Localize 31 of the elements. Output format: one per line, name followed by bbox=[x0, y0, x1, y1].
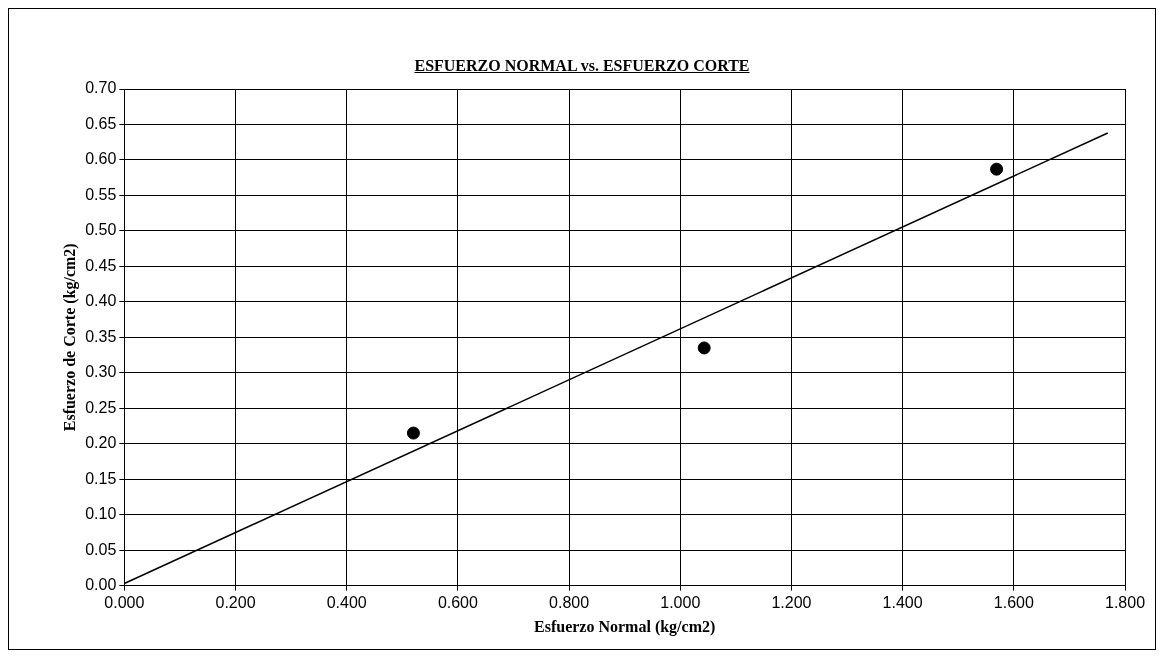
point bbox=[406, 426, 420, 440]
x-tick-label: 1.200 bbox=[771, 593, 812, 611]
y-tick-label: 0.45 bbox=[85, 256, 117, 274]
y-tick-label: 0.40 bbox=[85, 292, 117, 310]
x-tick-label: 1.400 bbox=[882, 593, 923, 611]
x-tick-label: 0.000 bbox=[104, 593, 145, 611]
x-tick-label: 0.200 bbox=[215, 593, 256, 611]
point bbox=[697, 341, 711, 355]
x-tick-label: 0.400 bbox=[326, 593, 367, 611]
x-tick-label: 1.800 bbox=[1104, 593, 1146, 611]
y-tick-label: 0.50 bbox=[85, 221, 117, 239]
x-tick-label: 1.000 bbox=[660, 593, 701, 611]
y-tick-label: 0.00 bbox=[85, 576, 117, 594]
x-tick-label: 0.600 bbox=[437, 593, 479, 611]
y-tick-label: 0.05 bbox=[85, 540, 117, 558]
point bbox=[990, 162, 1004, 176]
y-tick-label: 0.55 bbox=[85, 185, 117, 203]
y-tick-label: 0.10 bbox=[85, 505, 117, 523]
y-tick-label: 0.30 bbox=[85, 363, 117, 381]
y-axis-title: Esfuerzo de Corte (kg/cm2) bbox=[60, 243, 79, 432]
chart-title: ESFUERZO NORMAL vs. ESFUERZO CORTE bbox=[413, 57, 751, 75]
y-tick-label: 0.20 bbox=[85, 434, 117, 452]
x-axis-title: Esfuerzo Normal (kg/cm2) bbox=[534, 617, 716, 636]
y-tick-label: 0.70 bbox=[85, 79, 117, 97]
y-tick-label: 0.35 bbox=[85, 327, 117, 345]
y-tick-label: 0.60 bbox=[85, 150, 117, 168]
x-tick-label: 1.600 bbox=[993, 593, 1034, 611]
x-tick-label: 0.800 bbox=[549, 593, 590, 611]
y-tick-label: 0.65 bbox=[85, 114, 117, 132]
y-tick-label: 0.25 bbox=[85, 398, 117, 416]
y-tick-label: 0.15 bbox=[85, 469, 117, 487]
